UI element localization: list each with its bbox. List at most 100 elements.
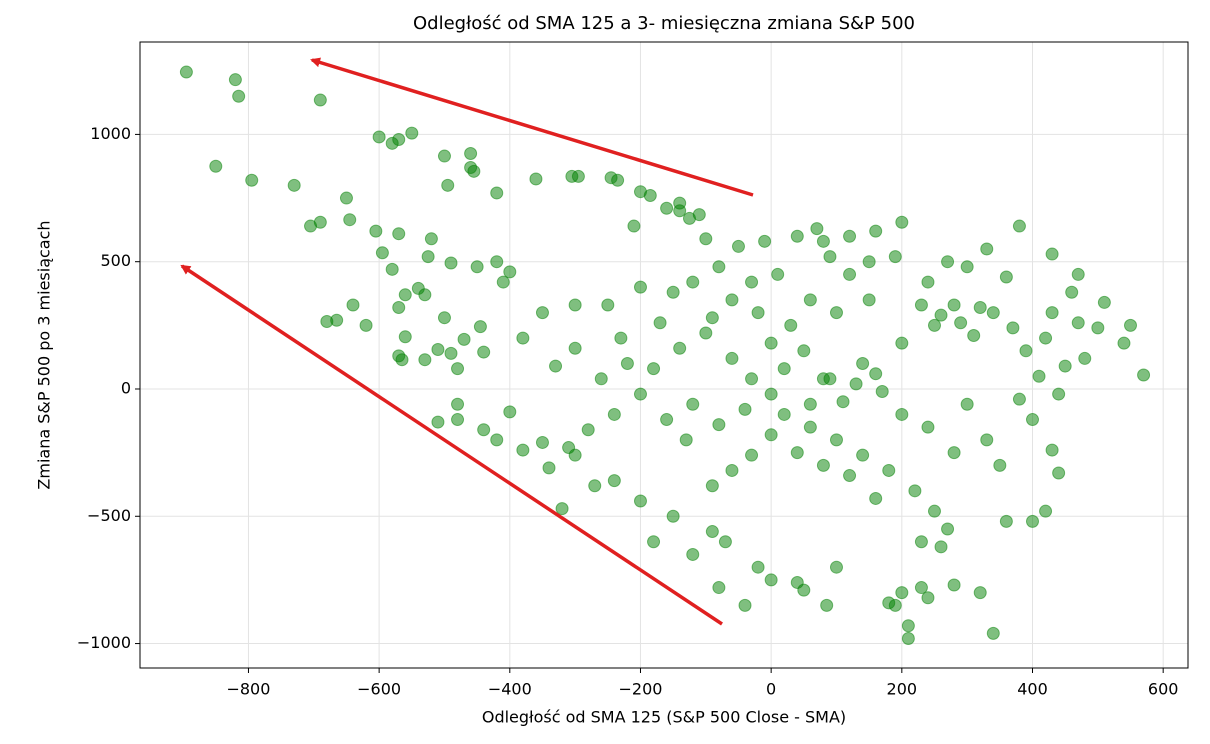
point xyxy=(503,405,517,419)
point xyxy=(245,173,259,187)
point xyxy=(934,308,948,322)
point xyxy=(1039,504,1053,518)
point xyxy=(901,619,915,633)
point xyxy=(973,586,987,600)
point xyxy=(686,275,700,289)
point xyxy=(751,560,765,574)
point xyxy=(712,581,726,595)
point xyxy=(1045,306,1059,320)
point xyxy=(437,311,451,325)
point xyxy=(568,341,582,355)
point xyxy=(712,418,726,432)
point xyxy=(797,583,811,597)
point xyxy=(758,234,772,248)
point xyxy=(888,250,902,264)
x-tick-label: 600 xyxy=(1148,680,1179,699)
point xyxy=(1025,413,1039,427)
point xyxy=(343,213,357,227)
point xyxy=(869,224,883,238)
point xyxy=(856,448,870,462)
point xyxy=(611,173,625,187)
point xyxy=(921,591,935,605)
x-tick-label: −200 xyxy=(619,680,663,699)
point xyxy=(803,293,817,307)
point xyxy=(731,239,745,253)
point xyxy=(490,255,504,269)
point xyxy=(790,446,804,460)
point xyxy=(679,433,693,447)
point xyxy=(418,288,432,302)
point xyxy=(477,423,491,437)
point xyxy=(820,598,834,612)
point xyxy=(718,535,732,549)
point xyxy=(568,298,582,312)
point xyxy=(1071,316,1085,330)
point xyxy=(431,415,445,429)
point xyxy=(738,598,752,612)
point xyxy=(418,353,432,367)
point xyxy=(633,280,647,294)
point xyxy=(516,443,530,457)
point xyxy=(588,479,602,493)
x-tick-label: 200 xyxy=(887,680,918,699)
point xyxy=(464,147,478,161)
point xyxy=(705,479,719,493)
point xyxy=(549,359,563,373)
point xyxy=(1052,387,1066,401)
point xyxy=(666,285,680,299)
point xyxy=(643,189,657,203)
point xyxy=(875,385,889,399)
point xyxy=(673,204,687,218)
point xyxy=(516,331,530,345)
point xyxy=(1097,295,1111,309)
point xyxy=(1006,321,1020,335)
point xyxy=(999,270,1013,284)
point xyxy=(647,362,661,376)
point xyxy=(607,474,621,488)
point xyxy=(921,275,935,289)
y-tick-label: 1000 xyxy=(90,124,131,143)
point xyxy=(771,267,785,281)
point xyxy=(823,372,837,386)
point xyxy=(882,463,896,477)
point xyxy=(451,397,465,411)
point xyxy=(901,631,915,645)
point xyxy=(477,345,491,359)
point xyxy=(620,357,634,371)
point xyxy=(1117,336,1131,350)
x-tick-label: −400 xyxy=(488,680,532,699)
point xyxy=(673,341,687,355)
point xyxy=(467,164,481,178)
point xyxy=(1071,267,1085,281)
point xyxy=(967,329,981,343)
point xyxy=(888,598,902,612)
point xyxy=(803,420,817,434)
point xyxy=(369,224,383,238)
point xyxy=(542,461,556,475)
point xyxy=(908,484,922,498)
point xyxy=(1025,514,1039,528)
point xyxy=(686,547,700,561)
point xyxy=(392,227,406,241)
point xyxy=(973,301,987,315)
point xyxy=(869,491,883,505)
point xyxy=(372,130,386,144)
point xyxy=(1078,351,1092,365)
point xyxy=(764,573,778,587)
point xyxy=(395,353,409,367)
point xyxy=(470,260,484,274)
point xyxy=(232,89,246,103)
point xyxy=(751,306,765,320)
point xyxy=(738,402,752,416)
point xyxy=(843,229,857,243)
point xyxy=(869,367,883,381)
point xyxy=(1091,321,1105,335)
point xyxy=(849,377,863,391)
point xyxy=(960,397,974,411)
plot-frame xyxy=(139,41,1189,669)
point xyxy=(803,397,817,411)
point xyxy=(986,626,1000,640)
point xyxy=(1039,331,1053,345)
point xyxy=(784,318,798,332)
point xyxy=(581,423,595,437)
